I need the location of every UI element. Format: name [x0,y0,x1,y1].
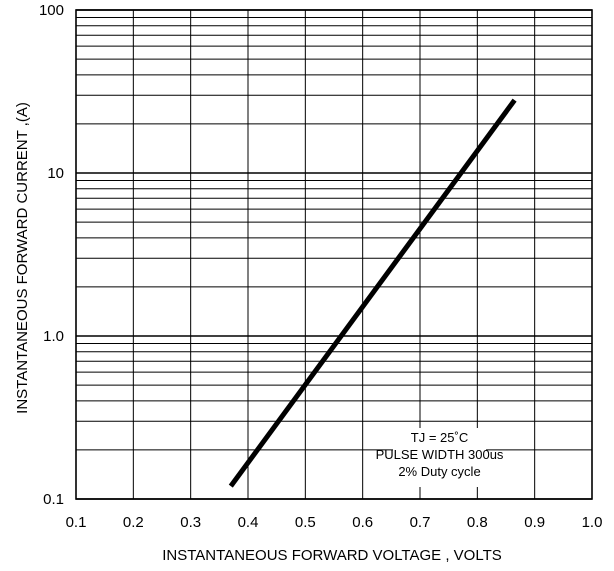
x-tick-label: 1.0 [582,514,603,531]
series-layer [228,98,517,488]
x-tick-label: 0.5 [295,514,316,531]
annotation-box [393,428,486,487]
series-line [228,98,517,488]
x-tick-label: 0.1 [66,514,87,531]
annotation: TJ = 25˚C PULSE WIDTH 300us 2% Duty cycle [376,428,504,487]
y-tick-label: 0.1 [43,491,64,508]
tick-labels: 0.1 0.2 0.3 0.4 0.5 0.6 0.7 0.8 0.9 1.0 0.1 1.0 10 10… [39,2,602,531]
annotation-line: 2% Duty cycle [398,464,480,479]
x-tick-label: 0.6 [352,514,373,531]
x-tick-label: 0.4 [238,514,259,531]
y-axis-title: INSTANTANEOUS FORWARD CURRENT ,(A) [14,102,31,414]
grid [75,9,593,500]
y-tick-label: 1.0 [43,328,64,345]
plot-frame [75,9,593,500]
x-tick-label: 0.8 [467,514,488,531]
y-tick-label: 10 [47,165,64,182]
x-tick-label: 0.3 [180,514,201,531]
x-tick-label: 0.7 [410,514,431,531]
x-tick-label: 0.2 [123,514,144,531]
annotation-line: TJ = 25˚C [411,430,468,445]
annotation-line: PULSE WIDTH 300us [376,447,504,462]
y-tick-label: 100 [39,2,64,19]
plot-border [75,9,593,500]
x-tick-label: 0.9 [524,514,545,531]
x-axis-title: INSTANTANEOUS FORWARD VOLTAGE , VOLTS [162,547,502,564]
